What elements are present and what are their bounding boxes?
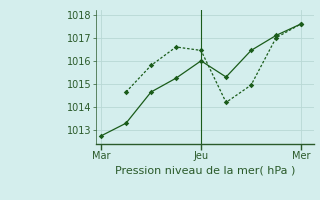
X-axis label: Pression niveau de la mer( hPa ): Pression niveau de la mer( hPa ): [115, 165, 295, 175]
